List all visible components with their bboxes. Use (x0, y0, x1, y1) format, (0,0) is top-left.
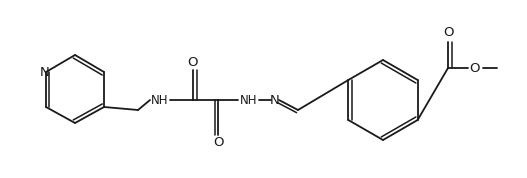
Text: O: O (443, 27, 453, 40)
Text: N: N (40, 66, 50, 78)
Text: NH: NH (240, 93, 258, 106)
Text: N: N (270, 93, 280, 106)
Text: NH: NH (151, 93, 169, 106)
Text: O: O (188, 56, 198, 69)
Text: O: O (213, 137, 223, 150)
Text: O: O (469, 62, 479, 75)
